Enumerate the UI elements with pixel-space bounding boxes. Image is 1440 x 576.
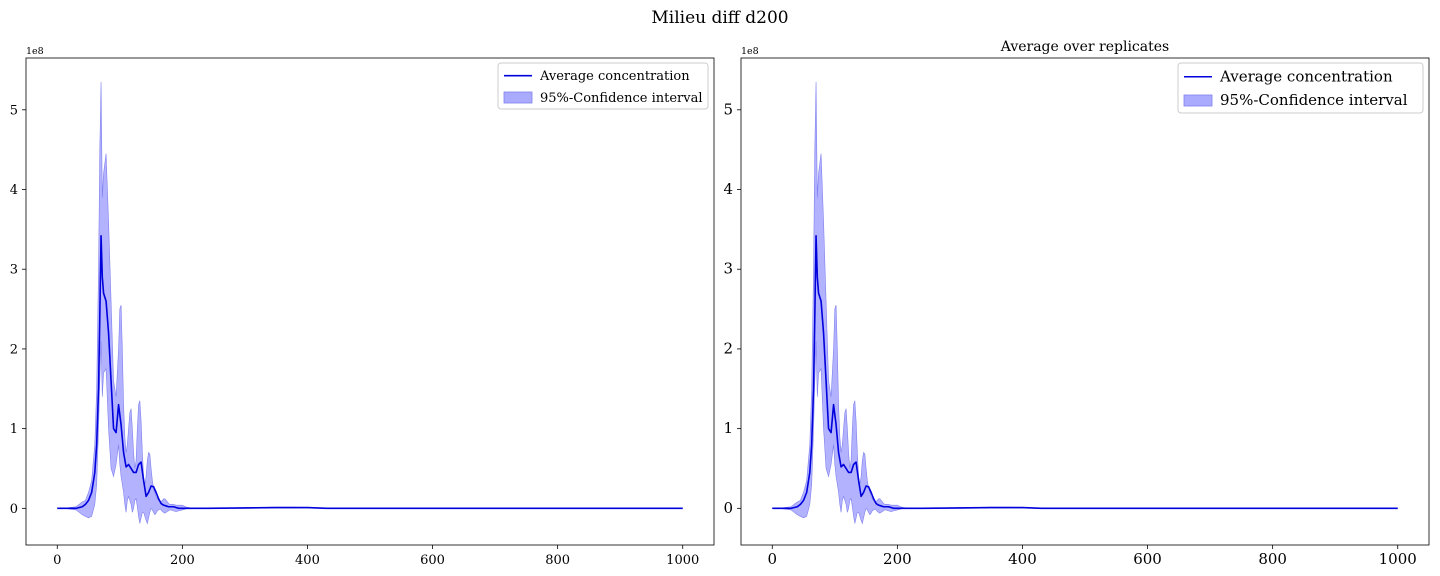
x-tick-label: 0 xyxy=(53,553,61,568)
legend-label-confidence: 95%-Confidence interval xyxy=(540,91,703,106)
x-tick-label: 600 xyxy=(420,553,445,568)
y-tick-label: 2 xyxy=(723,339,733,357)
chart-panel-2: 0 200 400 600 800 1000 0 1 2 3 4 5 1e8 Average over r… xyxy=(723,39,1430,568)
legend-label-confidence: 95%-Confidence interval xyxy=(1220,91,1408,109)
y-offset-label: 1e8 xyxy=(26,46,44,57)
x-tick-label: 400 xyxy=(1008,550,1037,568)
legend-box xyxy=(1177,62,1424,114)
x-tick-label: 800 xyxy=(545,553,570,568)
x-tick-label: 1000 xyxy=(666,553,699,568)
x-tick-label: 800 xyxy=(1258,550,1287,568)
confidence-band xyxy=(57,81,683,525)
legend: Average concentration 95%-Confidence inte… xyxy=(497,62,709,110)
average-concentration-line xyxy=(772,234,1398,510)
y-tick-label: 1 xyxy=(10,422,18,437)
confidence-band xyxy=(772,81,1398,525)
y-offset-label: 1e8 xyxy=(741,46,759,57)
y-tick-label: 3 xyxy=(10,263,18,278)
y-tick-label: 0 xyxy=(10,502,18,517)
figure-title: Milieu diff d200 xyxy=(651,8,789,28)
chart-panel-1: 0 200 400 600 800 1000 0 1 2 3 4 5 1e8 Average concen… xyxy=(10,46,715,568)
average-concentration-line xyxy=(57,234,683,510)
y-tick-label: 1 xyxy=(723,419,733,437)
legend: Average concentration 95%-Confidence inte… xyxy=(1177,62,1424,114)
y-tick-label: 2 xyxy=(10,342,18,357)
x-tick-label: 400 xyxy=(295,553,320,568)
subplot-title: Average over replicates xyxy=(1000,39,1169,55)
axes-frame xyxy=(740,57,1430,546)
legend-label-average: Average concentration xyxy=(1219,67,1393,85)
x-tick-label: 200 xyxy=(170,553,195,568)
y-tick-label: 4 xyxy=(723,180,733,198)
x-tick-label: 0 xyxy=(767,550,777,568)
legend-band-swatch xyxy=(503,91,533,104)
axes-frame xyxy=(25,57,715,546)
x-tick-label: 1000 xyxy=(1379,550,1417,568)
y-tick-label: 5 xyxy=(723,100,733,118)
y-tick-label: 3 xyxy=(723,260,733,278)
y-tick-label: 5 xyxy=(10,103,18,118)
legend-box xyxy=(497,62,709,110)
x-tick-label: 200 xyxy=(883,550,912,568)
legend-label-average: Average concentration xyxy=(539,69,690,84)
x-tick-label: 600 xyxy=(1133,550,1162,568)
y-tick-label: 4 xyxy=(10,183,18,198)
y-tick-label: 0 xyxy=(723,499,733,517)
legend-band-swatch xyxy=(1183,94,1213,107)
